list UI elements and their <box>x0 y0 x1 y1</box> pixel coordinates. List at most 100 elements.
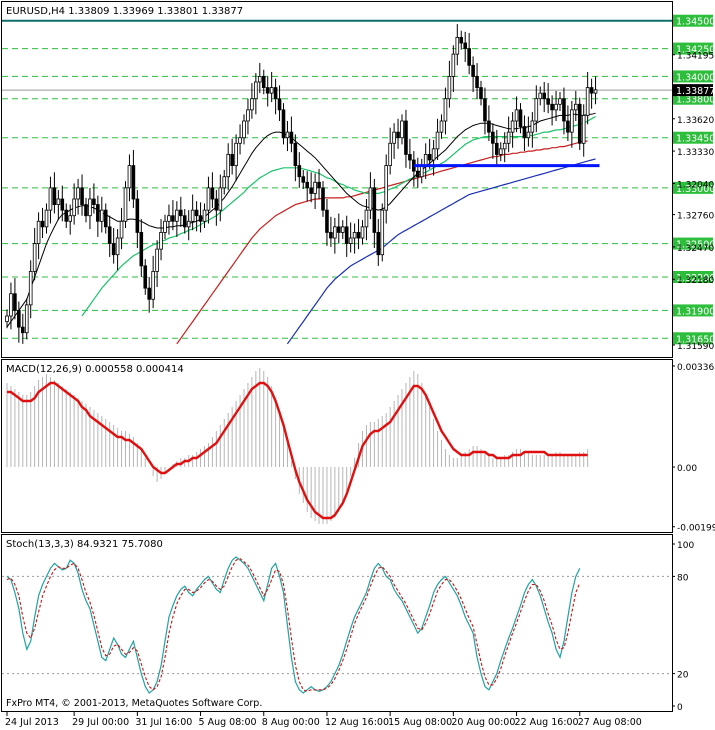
candle-body-15 <box>64 209 69 222</box>
candle-body-93 <box>372 187 377 233</box>
candle-body-51 <box>206 187 211 211</box>
candle-body-21 <box>88 198 92 217</box>
candle-body-6 <box>28 271 33 306</box>
time-axis: 24 Jul 2013 29 Jul 00:00 31 Jul 16:00 5 Aug… <box>5 712 642 728</box>
time-tick-label-9: 27 Aug 08:00 <box>578 717 642 728</box>
candle-body-88 <box>352 232 357 239</box>
candle-body-140 <box>558 98 562 105</box>
price-tick-label-1: 1.33620 <box>677 116 714 126</box>
candle-body-32 <box>131 165 136 200</box>
candle-body-2 <box>13 293 17 311</box>
macd-tick-label-1: 0.00 <box>677 464 697 474</box>
candle-body-80 <box>321 187 325 211</box>
candle-body-92 <box>368 187 373 211</box>
candle-body-49 <box>198 215 203 222</box>
candle-body-136 <box>542 92 546 100</box>
candle-body-135 <box>538 92 543 100</box>
time-tick-label-2: 31 Jul 16:00 <box>135 717 192 728</box>
candle-body-54 <box>218 187 223 211</box>
stoch-title: Stoch(13,3,3) 84.9321 75.7080 <box>6 539 163 550</box>
level-label-bg-5 <box>673 181 713 194</box>
level-label-6: 1.32500 <box>676 240 715 251</box>
candle-body-123 <box>491 131 495 144</box>
candle-body-70 <box>281 109 286 139</box>
price-tick-label-6: 1.32180 <box>677 276 714 286</box>
candle-body-146 <box>581 115 586 144</box>
candle-body-105 <box>419 165 424 178</box>
price-axis: 1.34500 1.34250 1.34000 1.33800 1.33450 1.330… <box>672 14 715 352</box>
price-tick-label-0: 1.34195 <box>677 52 714 62</box>
candle-body-112 <box>447 76 452 100</box>
candle-body-60 <box>242 120 246 139</box>
stoch-main-line <box>6 556 581 694</box>
candle-body-48 <box>194 209 199 217</box>
candle-body-72 <box>289 131 294 144</box>
price-tick-label-4: 1.32760 <box>677 212 714 222</box>
candle-body-101 <box>404 120 408 155</box>
level-label-bg-9 <box>673 332 713 345</box>
candle-body-45 <box>182 215 187 228</box>
candle-body-71 <box>285 131 290 139</box>
candle-body-132 <box>526 131 531 139</box>
candle-body-83 <box>333 226 337 239</box>
stoch-tick-label-3: 0 <box>677 703 683 713</box>
copyright: FxPro MT4, © 2001-2013, MetaQuotes Softw… <box>6 698 262 709</box>
candle-body-10 <box>44 209 49 228</box>
price-tick-label-3: 1.32040 <box>677 180 714 190</box>
time-tick-label-8: 22 Aug 16:00 <box>515 717 579 728</box>
candle-body-34 <box>139 232 144 267</box>
candle-body-98 <box>392 131 396 144</box>
candle-body-41 <box>167 215 171 222</box>
candle-body-44 <box>178 209 183 217</box>
candle-body-99 <box>396 131 400 139</box>
candle-body-73 <box>293 142 298 166</box>
candle-body-119 <box>475 76 479 88</box>
candle-body-5 <box>24 304 29 334</box>
candle-body-87 <box>348 237 353 244</box>
candle-body-106 <box>423 154 428 166</box>
level-label-5: 1.33000 <box>676 184 715 195</box>
symbol-info: EURUSD,H4 1.33809 1.33969 1.33801 1.3387… <box>6 6 243 17</box>
candle-body-11 <box>48 187 53 211</box>
candle-body-65 <box>261 76 266 88</box>
candle-body-109 <box>435 131 440 150</box>
candle-body-117 <box>467 48 471 66</box>
candle-body-38 <box>155 248 159 272</box>
candle-body-134 <box>534 98 539 122</box>
candlesticks <box>5 24 598 344</box>
candle-body-126 <box>502 142 507 150</box>
candle-body-16 <box>68 215 73 222</box>
candle-body-12 <box>52 187 57 205</box>
candle-body-26 <box>107 226 112 244</box>
candle-body-55 <box>222 176 227 189</box>
level-label-bg-0 <box>673 14 713 27</box>
stoch-signal-line <box>6 557 581 692</box>
current-price-label: 1.33877 <box>676 86 715 97</box>
candle-body-47 <box>190 209 195 222</box>
candle-body-149 <box>593 89 598 94</box>
candle-body-28 <box>115 237 120 256</box>
candle-body-89 <box>356 232 361 239</box>
candle-body-85 <box>340 226 345 233</box>
candle-body-86 <box>344 226 349 244</box>
ma-blue-line <box>286 158 596 345</box>
candle-body-36 <box>147 287 152 300</box>
candle-body-141 <box>562 98 566 122</box>
candle-body-58 <box>234 142 238 166</box>
candle-body-122 <box>487 120 491 133</box>
candle-body-61 <box>246 109 250 122</box>
level-label-7: 1.32200 <box>676 273 715 284</box>
candle-body-1 <box>9 293 13 317</box>
candle-body-37 <box>151 271 155 300</box>
candle-body-27 <box>111 243 116 256</box>
candle-body-14 <box>60 198 65 211</box>
level-label-3: 1.33800 <box>676 95 715 106</box>
level-label-4: 1.33450 <box>676 134 715 145</box>
candle-body-43 <box>175 209 179 222</box>
candle-body-125 <box>498 148 503 155</box>
candle-body-74 <box>297 165 302 178</box>
candle-body-91 <box>364 209 369 228</box>
level-label-8: 1.31900 <box>676 306 715 317</box>
candle-body-9 <box>40 220 45 228</box>
